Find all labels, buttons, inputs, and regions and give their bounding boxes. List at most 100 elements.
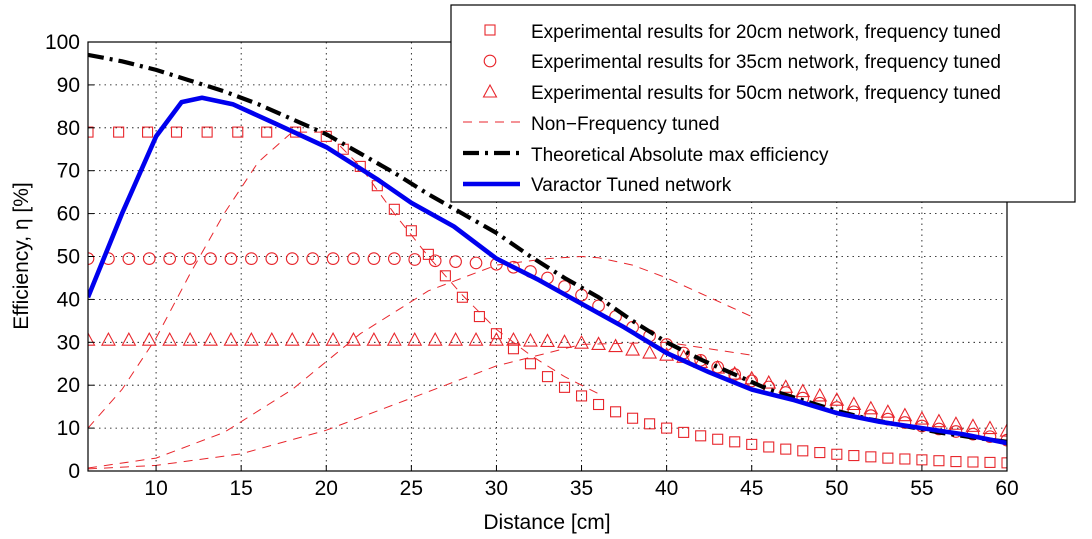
series-50cm-point — [540, 333, 555, 347]
series-35cm-point — [387, 252, 401, 265]
x-tick-label: 20 — [315, 477, 338, 500]
series-50cm-point — [386, 332, 402, 346]
x-tick-label: 25 — [400, 477, 423, 500]
series-35cm-point — [347, 252, 360, 265]
series-50cm-point — [574, 335, 589, 349]
series-35cm-point — [408, 253, 422, 266]
series-20cm-point — [950, 456, 962, 468]
legend-label-non-tuned: Non−Frequency tuned — [531, 114, 720, 135]
series-50cm-point — [812, 387, 828, 402]
series-50cm-point — [182, 332, 198, 346]
series-35cm-point — [224, 252, 238, 265]
series-20cm-point — [848, 450, 860, 462]
non-tuned-curve — [88, 341, 752, 470]
series-35cm-point — [265, 252, 279, 265]
legend-square-marker — [484, 24, 496, 36]
series-20cm-point — [831, 448, 843, 460]
series-35cm-point — [306, 252, 319, 265]
series-20cm-point — [933, 455, 945, 467]
series-20cm-point — [661, 422, 673, 434]
series-35cm-point — [204, 252, 217, 265]
y-tick-label: 30 — [57, 331, 80, 354]
series-20cm-point — [610, 406, 622, 418]
legend: Experimental results for 20cm network, f… — [450, 4, 1076, 203]
y-tick-label: 100 — [45, 31, 80, 54]
series-50cm-point — [346, 332, 361, 346]
series-50cm-point — [100, 332, 116, 346]
series-20cm-point — [473, 311, 485, 323]
legend-triangle-marker — [482, 83, 498, 98]
series-50cm-point — [88, 332, 96, 346]
series-35cm-point — [163, 252, 177, 265]
y-tick-label: 20 — [57, 374, 80, 397]
series-50cm-point — [407, 332, 423, 346]
x-tick-label: 50 — [825, 477, 848, 500]
series-50cm-point — [914, 410, 930, 425]
series-20cm-point — [899, 453, 911, 465]
series-20cm-point — [763, 441, 775, 453]
legend-label-theoretical: Theoretical Absolute max efficiency — [531, 145, 829, 166]
series-35cm-point — [245, 252, 258, 265]
series-35cm-point — [507, 260, 520, 274]
legend-label-35cm: Experimental results for 35cm network, f… — [531, 52, 1001, 73]
series-20cm-point — [729, 436, 741, 448]
series-50cm-point — [305, 332, 321, 346]
series-50cm-point — [468, 332, 484, 346]
series-50cm-point — [625, 341, 641, 356]
series-50cm-point — [557, 334, 572, 348]
y-axis-label: Efficiency, η [%] — [10, 182, 33, 329]
series-50cm-point — [982, 420, 998, 435]
series-50cm-point — [795, 383, 811, 398]
y-tick-label: 90 — [57, 74, 80, 97]
series-20cm-point — [746, 438, 758, 450]
series-35cm-point — [326, 252, 340, 265]
series-20cm-point — [967, 456, 979, 468]
series-20cm-point — [507, 343, 520, 355]
legend-label-varactor: Varactor Tuned network — [531, 175, 732, 196]
series-20cm-point — [541, 371, 554, 383]
series-35cm-point — [285, 252, 299, 265]
x-tick-label: 35 — [570, 477, 593, 500]
series-20cm-point — [261, 126, 273, 138]
series-20cm-point — [1001, 457, 1007, 469]
series-layer — [88, 52, 1007, 470]
series-50cm-point — [448, 332, 464, 346]
series-20cm-point — [780, 443, 792, 455]
series-20cm-point — [644, 418, 656, 430]
series-20cm-point — [201, 126, 213, 138]
x-tick-label: 10 — [144, 477, 167, 500]
series-35cm-point — [745, 374, 759, 388]
series-50cm-point — [829, 392, 845, 406]
y-tick-label: 50 — [57, 246, 80, 269]
x-tick-label: 60 — [995, 477, 1018, 500]
series-20cm-point — [439, 270, 451, 282]
series-20cm-point — [678, 426, 690, 438]
series-50cm-point — [325, 332, 341, 346]
legend-box — [450, 4, 1076, 203]
series-50cm-point — [778, 379, 794, 393]
y-tick-label: 40 — [57, 288, 80, 311]
series-35cm-point — [449, 255, 462, 268]
series-20cm-point — [695, 430, 707, 442]
series-50cm-point — [366, 332, 382, 346]
series-50cm-point — [608, 338, 623, 353]
series-50cm-point — [591, 336, 606, 350]
y-tick-label: 60 — [57, 203, 80, 226]
series-50cm-point — [965, 418, 981, 432]
series-50cm-point — [523, 332, 538, 347]
series-20cm-point — [984, 456, 996, 468]
series-50cm-point — [223, 332, 239, 346]
y-tick-label: 70 — [57, 160, 80, 183]
x-tick-label: 40 — [655, 477, 678, 500]
series-20cm-point — [865, 451, 877, 463]
series-20cm-point — [422, 248, 434, 260]
series-20cm-point — [524, 358, 537, 370]
series-20cm-point — [916, 454, 928, 466]
series-20cm-point — [575, 390, 588, 402]
legend-label-20cm: Experimental results for 20cm network, f… — [531, 22, 1001, 43]
series-50cm-point — [284, 332, 300, 346]
non-tuned-curve — [88, 131, 599, 429]
series-50cm-point — [203, 332, 218, 346]
series-50cm-point — [642, 344, 658, 359]
series-50cm-point — [243, 332, 259, 346]
